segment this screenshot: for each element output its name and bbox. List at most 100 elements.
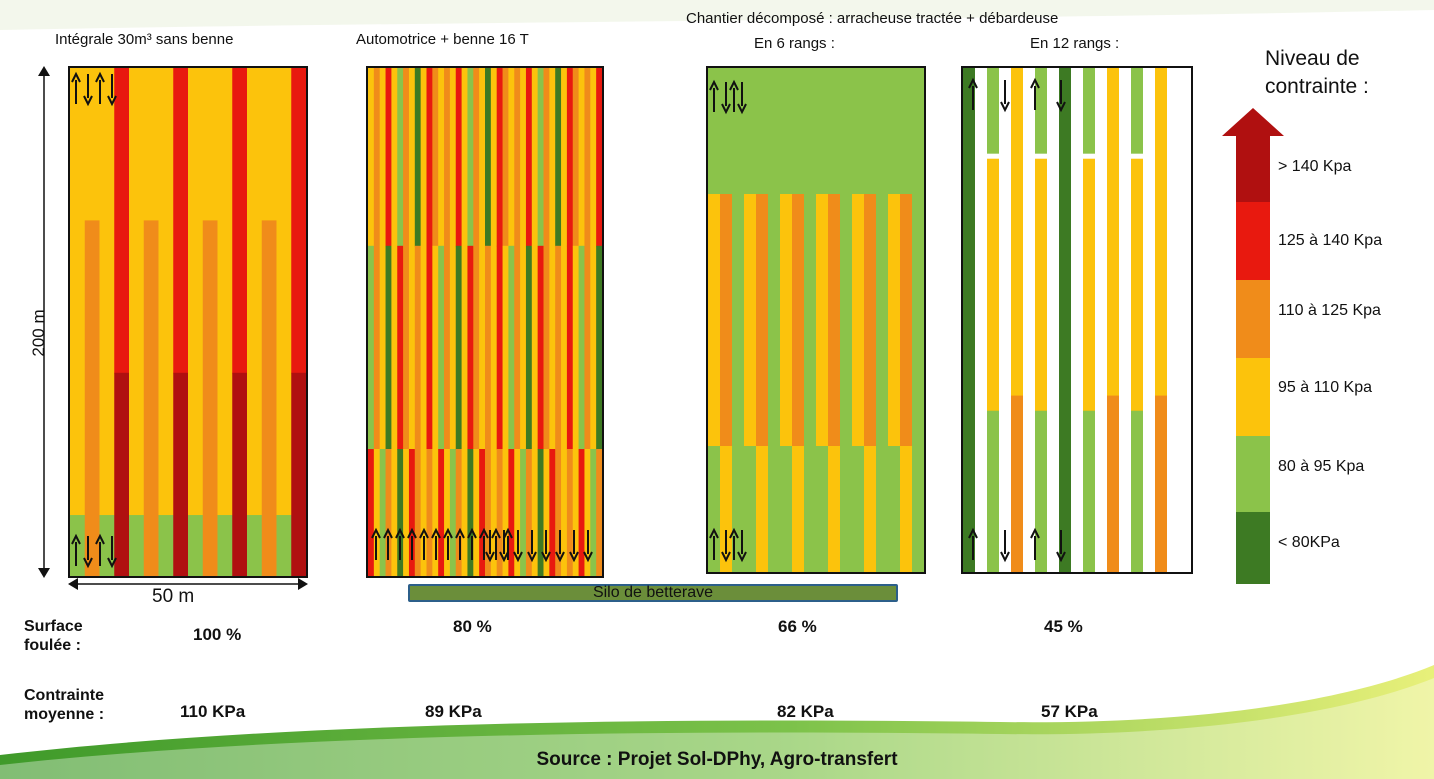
trace-segment [520,449,527,576]
trace-segment [368,449,375,576]
trace-segment [525,68,533,247]
arrow-up-icon [71,533,81,566]
trace-segment [520,68,527,247]
trace-segment [816,68,829,195]
trace-segment [1083,158,1096,412]
arrow-up-icon [407,527,417,560]
arrow-down-icon [1056,80,1066,113]
trace-segment [408,68,416,247]
field-6-rangs [706,66,926,574]
legend-label-2: 125 à 140 Kpa [1278,232,1383,249]
trace-segment [426,68,433,247]
decorative-corner [0,0,1434,30]
field-automotrice [366,66,604,578]
trace-segment [888,446,901,572]
trace-segment [397,245,404,450]
contrainte-value-4: 57 KPa [1041,702,1098,721]
silo-bar: Silo de betterave [408,584,898,602]
surface-value-1: 100 % [193,625,242,644]
trace-segment [578,68,586,247]
trace-segment [473,68,480,247]
trace-segment [449,68,457,247]
trace-segment [479,449,486,576]
trace-segment [461,68,469,247]
trace-segment [496,449,504,576]
trace-segment [368,68,375,247]
trace-segment [975,68,988,572]
trace-segment [514,68,521,247]
trace-segment [900,446,913,572]
trace-segment [561,449,568,576]
trace-segment [508,449,515,576]
arrow-down-icon [107,536,117,569]
arrow-down-icon [1000,80,1010,113]
trace-segment [744,446,757,572]
trace-segment [188,515,204,576]
trace-segment [502,245,509,450]
trace-segment [596,449,602,576]
trace-segment [1155,68,1168,397]
trace-segment [768,68,781,572]
trace-segment [816,194,829,447]
trace-segment [756,194,769,447]
trace-segment [828,68,841,195]
trace-segment [202,68,219,221]
surface-label: Surface foulée : [24,618,83,654]
trace-segment [708,68,721,195]
trace-segment [1143,68,1156,572]
trace-segment [373,68,381,247]
trace-segment [876,68,889,572]
trace-segment [1011,68,1024,397]
trace-segment [525,245,533,450]
legend-label-6: < 80KPa [1278,534,1340,551]
trace-segment [987,68,1000,155]
trace-segment [578,245,586,450]
trace-segment [420,449,428,576]
field-integrale [68,66,308,578]
f1-stripes [70,68,306,576]
surface-value-4: 45 % [1044,617,1083,636]
trace-segment [780,194,793,447]
trace-segment [1131,68,1144,155]
trace-segment [114,372,130,576]
field2-title: Automotrice + benne 16 T [356,31,529,48]
trace-segment [792,446,805,572]
trace-segment [756,68,769,195]
trace-segment [555,245,562,450]
trace-segment [129,68,145,516]
trace-segment [864,194,877,447]
trace-segment [543,68,550,247]
trace-segment [420,245,428,450]
trace-segment [537,245,545,450]
trace-segment [461,245,469,450]
trace-segment [70,515,86,576]
trace-segment [596,68,602,247]
trace-segment [397,68,404,247]
field3-title: En 6 rangs : [754,35,835,52]
trace-segment [744,68,757,195]
trace-segment [485,449,492,576]
trace-segment [444,68,451,247]
trace-segment [1035,153,1048,160]
arrow-down-icon [485,530,495,563]
trace-segment [590,68,597,247]
trace-segment [432,68,439,247]
trace-segment [461,449,469,576]
trace-segment [455,245,463,450]
trace-segment [485,68,492,247]
trace-segment [444,449,451,576]
trace-segment [987,410,1000,572]
trace-segment [276,68,292,516]
arrow-down-icon [513,530,523,563]
trace-segment [1119,68,1132,572]
group-title: Chantier décomposé : arracheuse tractée … [686,10,1059,27]
trace-segment [999,68,1012,572]
trace-segment [572,68,580,247]
trace-segment [987,153,1000,160]
trace-segment [129,515,145,576]
trace-segment [143,68,160,221]
arrow-down-icon [569,530,579,563]
trace-segment [590,449,597,576]
trace-segment [232,372,248,576]
arrow-down-icon [583,530,593,563]
